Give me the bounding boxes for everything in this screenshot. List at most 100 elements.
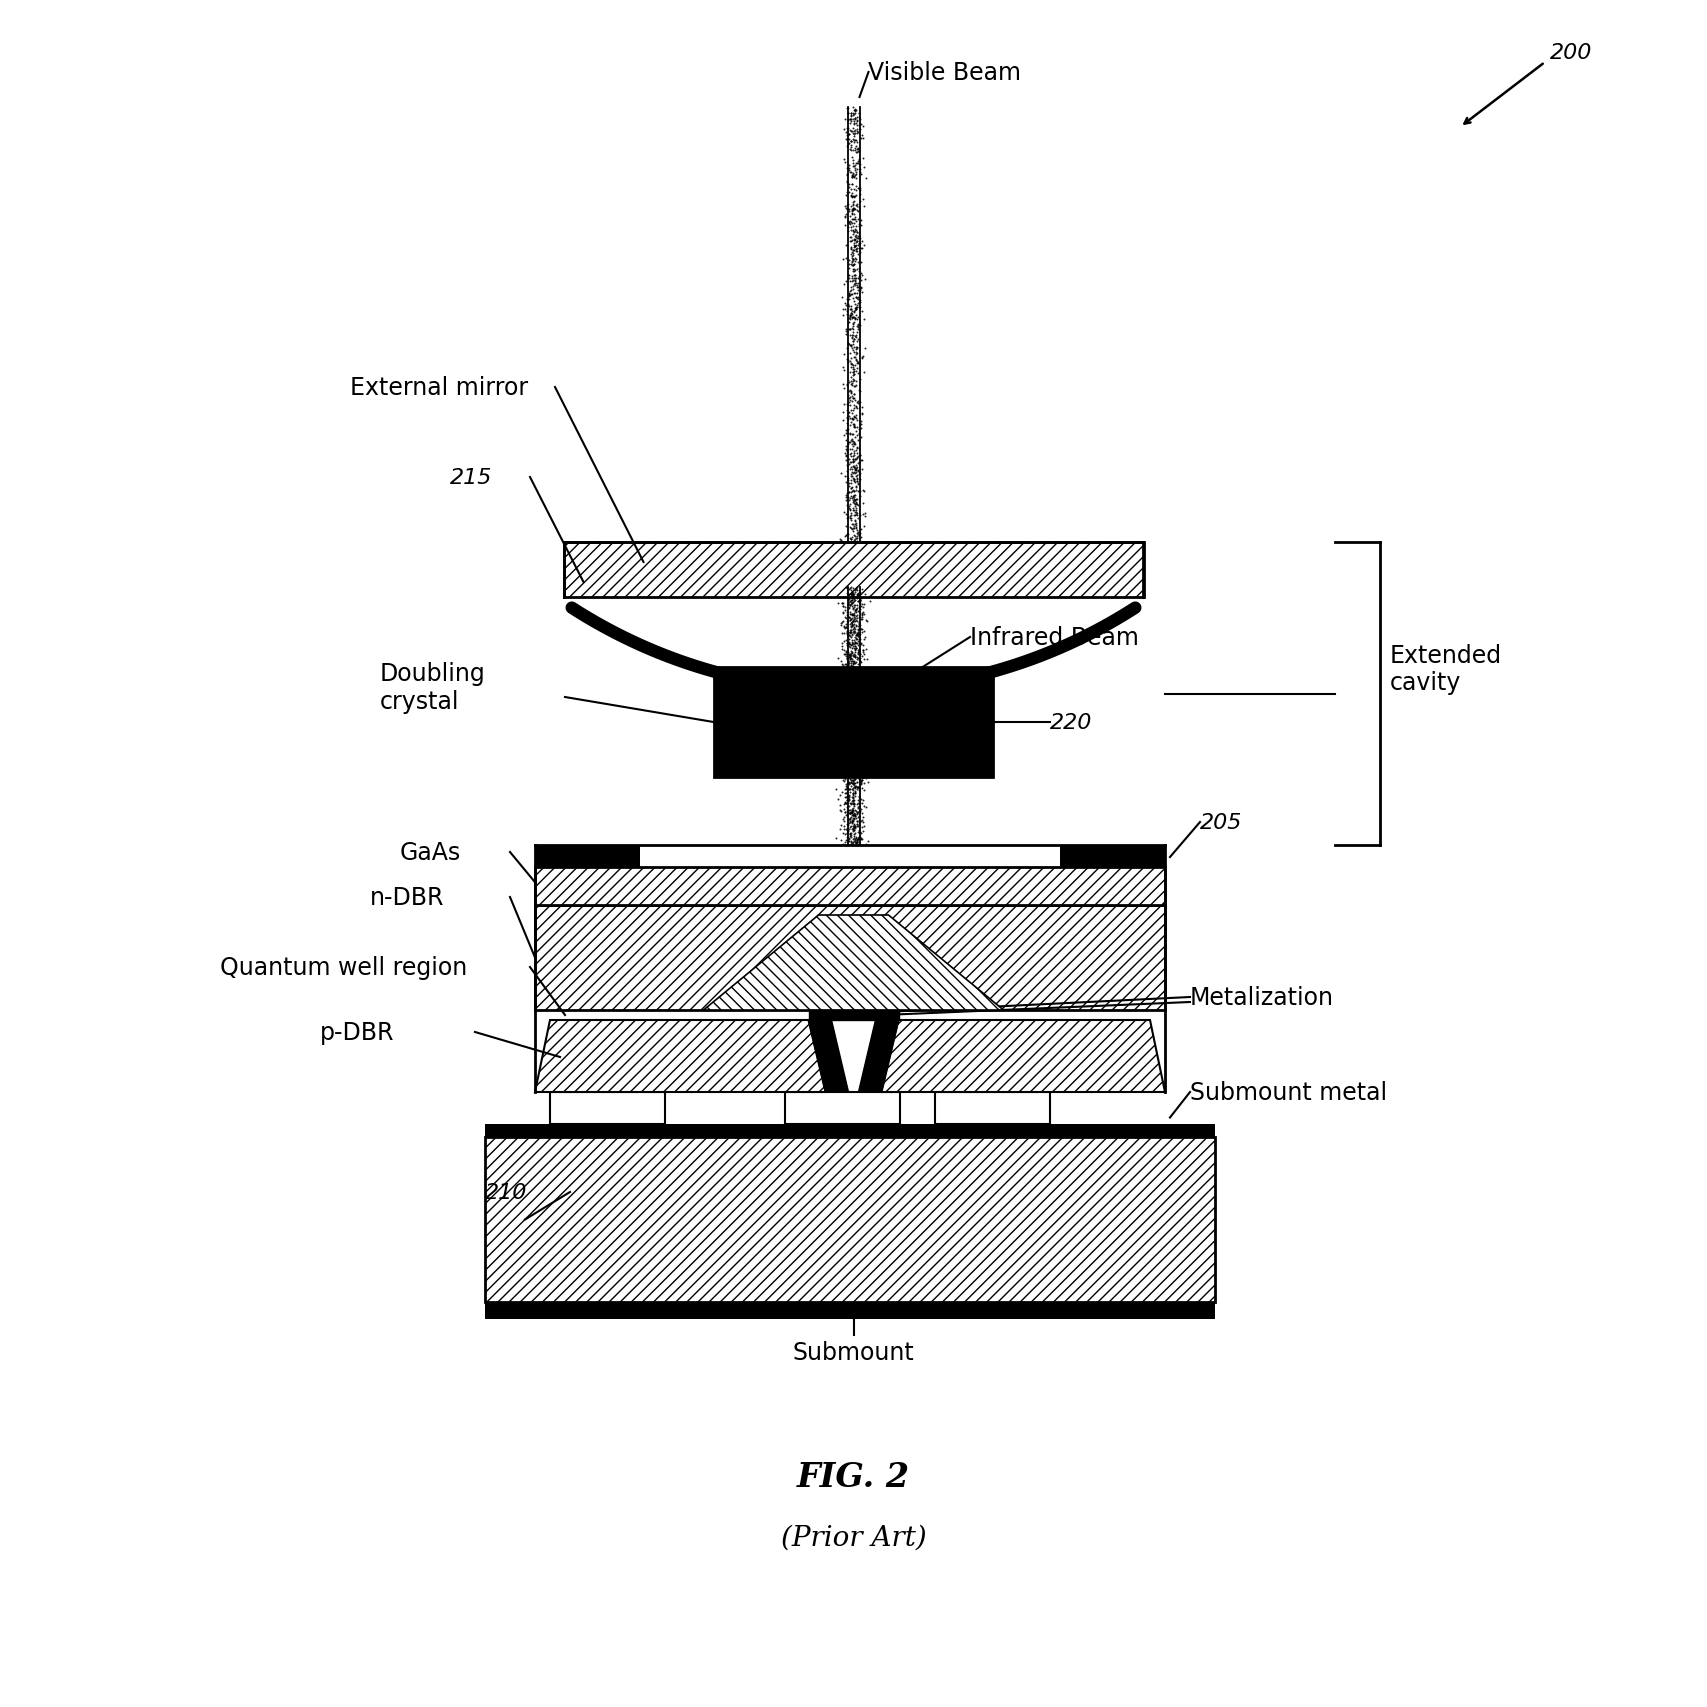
Point <box>833 162 860 189</box>
Point <box>836 580 864 608</box>
Point <box>830 758 857 785</box>
Point <box>848 644 876 671</box>
Point <box>840 792 867 819</box>
Point <box>835 131 862 159</box>
Point <box>833 195 860 222</box>
Point <box>836 662 864 690</box>
Point <box>830 768 857 795</box>
Point <box>836 819 864 847</box>
Point <box>840 218 867 246</box>
Point <box>840 440 867 468</box>
Point <box>836 514 864 541</box>
Point <box>838 831 865 859</box>
Point <box>842 707 869 734</box>
Point <box>845 795 872 823</box>
Point <box>847 524 874 551</box>
Point <box>842 256 869 283</box>
Point <box>843 596 871 623</box>
Point <box>842 446 869 473</box>
Point <box>842 826 869 854</box>
Point <box>831 753 859 780</box>
Point <box>824 645 852 673</box>
Point <box>836 282 864 309</box>
Point <box>842 736 869 763</box>
Point <box>835 642 862 669</box>
Point <box>842 295 869 323</box>
Point <box>830 406 857 434</box>
Point <box>840 763 867 790</box>
Point <box>843 522 871 550</box>
Point <box>847 591 874 618</box>
Point <box>848 394 876 422</box>
Point <box>843 744 871 772</box>
Point <box>843 118 871 145</box>
Point <box>842 714 869 741</box>
Point <box>845 420 872 447</box>
Bar <box>485 1137 1215 1302</box>
Point <box>840 447 867 475</box>
Point <box>833 821 860 848</box>
Point <box>842 237 869 265</box>
Point <box>852 765 879 792</box>
Point <box>840 241 867 268</box>
Point <box>840 195 867 222</box>
Point <box>831 773 859 801</box>
Point <box>842 476 869 504</box>
Point <box>833 123 860 150</box>
Point <box>835 710 862 737</box>
Point <box>840 128 867 155</box>
Point <box>843 358 871 386</box>
Point <box>835 649 862 676</box>
Text: 200: 200 <box>1550 43 1593 63</box>
Point <box>842 323 869 350</box>
Point <box>847 287 874 314</box>
Point <box>831 638 859 666</box>
Point <box>831 676 859 703</box>
Point <box>840 785 867 813</box>
Point <box>840 434 867 461</box>
Point <box>831 147 859 174</box>
Point <box>835 586 862 613</box>
Point <box>845 804 872 831</box>
Point <box>840 386 867 413</box>
Point <box>840 655 867 683</box>
Point <box>836 106 864 133</box>
Point <box>838 475 865 502</box>
Point <box>848 616 876 644</box>
Point <box>843 137 871 164</box>
Point <box>845 519 872 546</box>
Point <box>842 302 869 329</box>
Text: 220: 220 <box>1050 712 1092 732</box>
Point <box>836 430 864 457</box>
Point <box>847 587 874 615</box>
Point <box>845 625 872 652</box>
Point <box>833 437 860 464</box>
Point <box>836 758 864 785</box>
Point <box>850 642 877 669</box>
Point <box>840 661 867 688</box>
Point <box>831 422 859 449</box>
Point <box>843 224 871 251</box>
Point <box>842 702 869 729</box>
Point <box>852 637 879 664</box>
Point <box>847 768 874 795</box>
Point <box>843 312 871 340</box>
Point <box>830 714 857 741</box>
Point <box>833 778 860 806</box>
Point <box>831 271 859 299</box>
Point <box>835 807 862 835</box>
Point <box>843 229 871 256</box>
Point <box>838 611 865 638</box>
Text: External mirror: External mirror <box>350 376 527 399</box>
Point <box>833 611 860 638</box>
Point <box>838 667 865 695</box>
Point <box>842 137 869 164</box>
Point <box>840 362 867 389</box>
Point <box>836 316 864 343</box>
Point <box>843 502 871 529</box>
Point <box>848 758 876 785</box>
Point <box>838 406 865 434</box>
Point <box>833 521 860 548</box>
Point <box>833 481 860 509</box>
Point <box>842 778 869 806</box>
